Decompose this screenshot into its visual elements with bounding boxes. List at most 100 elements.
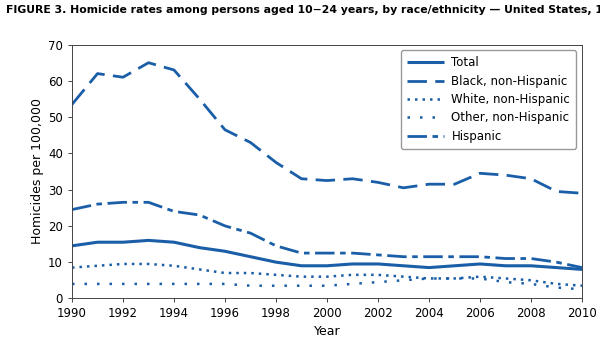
Other, non-Hispanic xyxy=(323,284,331,288)
Total xyxy=(170,240,178,244)
Black, non-Hispanic xyxy=(68,102,76,106)
Black, non-Hispanic xyxy=(323,178,331,182)
Total xyxy=(425,265,433,270)
Hispanic xyxy=(374,253,382,257)
Total xyxy=(119,240,127,244)
Hispanic xyxy=(68,208,76,212)
Black, non-Hispanic xyxy=(272,161,280,165)
Black, non-Hispanic xyxy=(451,182,458,186)
Black, non-Hispanic xyxy=(221,128,229,132)
Black, non-Hispanic xyxy=(400,186,407,190)
Hispanic xyxy=(272,244,280,248)
Line: Black, non-Hispanic: Black, non-Hispanic xyxy=(72,63,582,193)
Other, non-Hispanic xyxy=(272,284,280,288)
Other, non-Hispanic xyxy=(527,282,535,286)
Other, non-Hispanic xyxy=(425,276,433,281)
Other, non-Hispanic xyxy=(170,282,178,286)
Other, non-Hispanic xyxy=(451,276,458,281)
Other, non-Hispanic xyxy=(502,280,509,284)
White, non-Hispanic xyxy=(323,275,331,279)
Line: Total: Total xyxy=(72,240,582,269)
Other, non-Hispanic xyxy=(298,284,305,288)
Total xyxy=(400,264,407,268)
Total xyxy=(374,262,382,266)
Black, non-Hispanic xyxy=(553,189,560,193)
White, non-Hispanic xyxy=(451,276,458,281)
Hispanic xyxy=(527,257,535,261)
Black, non-Hispanic xyxy=(349,177,356,181)
X-axis label: Year: Year xyxy=(314,324,340,338)
Other, non-Hispanic xyxy=(578,287,586,292)
White, non-Hispanic xyxy=(476,275,484,279)
Other, non-Hispanic xyxy=(119,282,127,286)
Black, non-Hispanic xyxy=(247,140,254,144)
Black, non-Hispanic xyxy=(145,61,152,65)
Black, non-Hispanic xyxy=(578,191,586,195)
Text: FIGURE 3. Homicide rates among persons aged 10−24 years, by race/ethnicity — Uni: FIGURE 3. Homicide rates among persons a… xyxy=(6,5,600,15)
Total xyxy=(451,264,458,268)
Other, non-Hispanic xyxy=(553,285,560,289)
White, non-Hispanic xyxy=(145,262,152,266)
Black, non-Hispanic xyxy=(119,75,127,79)
White, non-Hispanic xyxy=(349,273,356,277)
Total xyxy=(476,262,484,266)
Hispanic xyxy=(425,255,433,259)
White, non-Hispanic xyxy=(272,273,280,277)
Black, non-Hispanic xyxy=(196,97,203,101)
White, non-Hispanic xyxy=(527,278,535,282)
Black, non-Hispanic xyxy=(94,72,101,76)
Line: White, non-Hispanic: White, non-Hispanic xyxy=(72,264,582,286)
White, non-Hispanic xyxy=(400,275,407,279)
Hispanic xyxy=(323,251,331,255)
Hispanic xyxy=(400,255,407,259)
Other, non-Hispanic xyxy=(145,282,152,286)
Other, non-Hispanic xyxy=(247,284,254,288)
Total xyxy=(247,255,254,259)
Line: Hispanic: Hispanic xyxy=(72,202,582,268)
Black, non-Hispanic xyxy=(170,68,178,72)
Black, non-Hispanic xyxy=(298,177,305,181)
Line: Other, non-Hispanic: Other, non-Hispanic xyxy=(72,279,582,289)
Other, non-Hispanic xyxy=(94,282,101,286)
Black, non-Hispanic xyxy=(374,180,382,185)
Hispanic xyxy=(451,255,458,259)
Hispanic xyxy=(349,251,356,255)
Hispanic xyxy=(578,265,586,270)
White, non-Hispanic xyxy=(247,271,254,275)
Hispanic xyxy=(476,255,484,259)
Hispanic xyxy=(94,202,101,206)
White, non-Hispanic xyxy=(425,276,433,281)
White, non-Hispanic xyxy=(119,262,127,266)
Hispanic xyxy=(221,224,229,228)
Total xyxy=(553,265,560,270)
Total xyxy=(196,246,203,250)
Black, non-Hispanic xyxy=(476,171,484,175)
Total xyxy=(502,264,509,268)
Black, non-Hispanic xyxy=(527,177,535,181)
Black, non-Hispanic xyxy=(502,173,509,177)
Hispanic xyxy=(298,251,305,255)
Total xyxy=(323,264,331,268)
White, non-Hispanic xyxy=(221,271,229,275)
Total xyxy=(578,267,586,271)
Black, non-Hispanic xyxy=(425,182,433,186)
Hispanic xyxy=(247,231,254,235)
White, non-Hispanic xyxy=(578,284,586,288)
White, non-Hispanic xyxy=(502,276,509,281)
Hispanic xyxy=(119,200,127,204)
Hispanic xyxy=(145,200,152,204)
Total xyxy=(145,238,152,243)
Other, non-Hispanic xyxy=(374,280,382,284)
Hispanic xyxy=(196,213,203,217)
White, non-Hispanic xyxy=(298,275,305,279)
White, non-Hispanic xyxy=(196,267,203,271)
Other, non-Hispanic xyxy=(476,276,484,281)
Total xyxy=(527,264,535,268)
Legend: Total, Black, non-Hispanic, White, non-Hispanic, Other, non-Hispanic, Hispanic: Total, Black, non-Hispanic, White, non-H… xyxy=(401,50,576,149)
Other, non-Hispanic xyxy=(196,282,203,286)
Total xyxy=(68,244,76,248)
White, non-Hispanic xyxy=(170,264,178,268)
Total xyxy=(221,249,229,253)
Total xyxy=(349,262,356,266)
Other, non-Hispanic xyxy=(221,282,229,286)
